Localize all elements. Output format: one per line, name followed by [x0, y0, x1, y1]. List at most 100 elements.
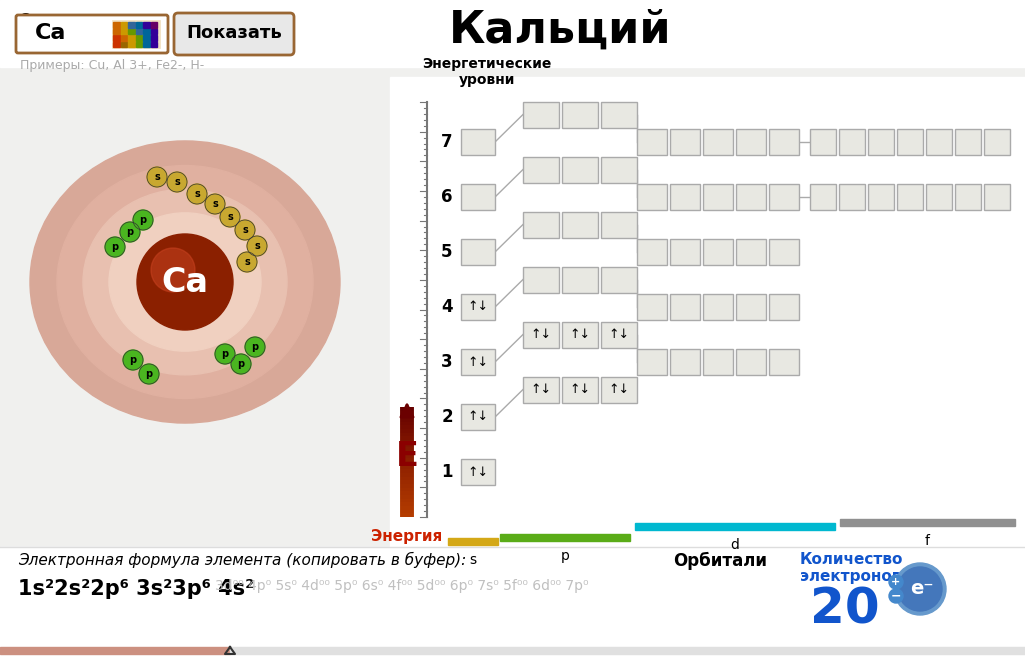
Bar	[448, 538, 498, 545]
FancyBboxPatch shape	[810, 184, 836, 210]
Text: E: E	[396, 440, 418, 474]
FancyBboxPatch shape	[736, 184, 766, 210]
FancyBboxPatch shape	[637, 129, 667, 155]
Text: ↑↓: ↑↓	[609, 383, 629, 396]
FancyBboxPatch shape	[839, 184, 865, 210]
Bar	[128, 22, 134, 28]
Circle shape	[215, 344, 235, 364]
FancyBboxPatch shape	[984, 184, 1010, 210]
FancyBboxPatch shape	[461, 294, 495, 320]
FancyBboxPatch shape	[461, 184, 495, 210]
Circle shape	[237, 252, 257, 272]
Circle shape	[120, 222, 140, 242]
FancyBboxPatch shape	[703, 239, 733, 265]
Text: p: p	[221, 349, 229, 359]
Bar	[151, 28, 157, 34]
Bar	[113, 22, 120, 28]
Bar	[144, 22, 150, 28]
FancyBboxPatch shape	[926, 184, 952, 210]
FancyBboxPatch shape	[670, 184, 700, 210]
FancyBboxPatch shape	[984, 129, 1010, 155]
FancyBboxPatch shape	[601, 267, 637, 292]
Text: s: s	[242, 225, 248, 235]
Bar	[112, 20, 160, 48]
Text: 7: 7	[441, 133, 453, 151]
Text: +: +	[892, 577, 901, 587]
Text: p: p	[146, 369, 153, 379]
Circle shape	[133, 210, 153, 230]
Text: Электронная формула элемента (копировать в буфер):: Электронная формула элемента (копировать…	[18, 552, 466, 568]
Text: 4: 4	[441, 298, 453, 316]
FancyBboxPatch shape	[670, 129, 700, 155]
Text: 5: 5	[441, 243, 453, 261]
Bar	[113, 41, 120, 47]
Bar	[0, 647, 230, 654]
Text: −: −	[891, 589, 901, 602]
FancyBboxPatch shape	[769, 349, 800, 375]
Circle shape	[231, 354, 251, 374]
FancyBboxPatch shape	[703, 129, 733, 155]
Text: 20: 20	[810, 585, 879, 633]
Bar	[0, 547, 1025, 657]
FancyBboxPatch shape	[562, 376, 598, 403]
FancyBboxPatch shape	[703, 294, 733, 320]
Bar	[144, 28, 150, 34]
Bar	[144, 41, 150, 47]
FancyBboxPatch shape	[769, 129, 800, 155]
FancyBboxPatch shape	[897, 129, 922, 155]
FancyBboxPatch shape	[736, 129, 766, 155]
Bar	[121, 22, 127, 28]
Bar	[135, 41, 142, 47]
Text: Ca: Ca	[162, 265, 208, 298]
FancyBboxPatch shape	[868, 129, 894, 155]
Text: Энергия: Энергия	[371, 529, 443, 544]
FancyBboxPatch shape	[769, 294, 800, 320]
FancyBboxPatch shape	[523, 321, 559, 348]
FancyBboxPatch shape	[461, 404, 495, 430]
Text: s: s	[469, 553, 477, 567]
FancyBboxPatch shape	[461, 459, 495, 485]
FancyBboxPatch shape	[523, 212, 559, 237]
Circle shape	[167, 172, 187, 192]
Bar	[151, 22, 157, 28]
FancyBboxPatch shape	[955, 184, 981, 210]
FancyBboxPatch shape	[562, 321, 598, 348]
FancyBboxPatch shape	[670, 239, 700, 265]
Bar	[500, 534, 630, 541]
FancyBboxPatch shape	[839, 129, 865, 155]
Circle shape	[137, 234, 233, 330]
Bar	[636, 523, 835, 530]
FancyBboxPatch shape	[926, 129, 952, 155]
Text: s: s	[174, 177, 179, 187]
Text: ↑↓: ↑↓	[570, 328, 590, 341]
FancyBboxPatch shape	[670, 349, 700, 375]
Text: Количество
электронов:: Количество электронов:	[800, 552, 907, 584]
Text: Орбитали: Орбитали	[673, 552, 767, 570]
Circle shape	[205, 194, 226, 214]
FancyBboxPatch shape	[703, 349, 733, 375]
Text: ↑↓: ↑↓	[570, 383, 590, 396]
Bar	[121, 35, 127, 41]
Bar	[144, 35, 150, 41]
Bar	[128, 41, 134, 47]
Bar	[390, 77, 1025, 547]
Text: p: p	[112, 242, 119, 252]
Text: Энергетические
уровни: Энергетические уровни	[422, 57, 551, 87]
FancyBboxPatch shape	[736, 239, 766, 265]
FancyBboxPatch shape	[736, 349, 766, 375]
FancyBboxPatch shape	[769, 184, 800, 210]
Text: s: s	[154, 172, 160, 182]
FancyBboxPatch shape	[601, 101, 637, 127]
Text: ↑↓: ↑↓	[531, 328, 551, 341]
Circle shape	[147, 167, 167, 187]
Text: e⁻: e⁻	[910, 579, 934, 599]
FancyBboxPatch shape	[637, 349, 667, 375]
Bar	[113, 28, 120, 34]
FancyBboxPatch shape	[523, 376, 559, 403]
FancyBboxPatch shape	[461, 349, 495, 375]
Text: p: p	[561, 549, 570, 563]
Bar	[135, 35, 142, 41]
Bar	[113, 35, 120, 41]
Circle shape	[187, 184, 207, 204]
Bar	[121, 41, 127, 47]
